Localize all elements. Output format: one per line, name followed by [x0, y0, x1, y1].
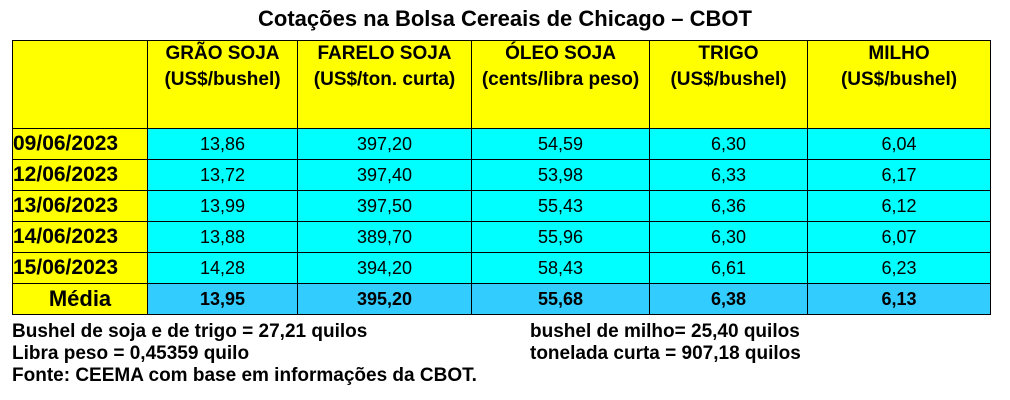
- cell-value: 55,43: [471, 190, 650, 222]
- cell-value: 13,86: [147, 128, 298, 160]
- cell-value: 55,96: [471, 221, 650, 253]
- column-unit: (US$/ton. curta): [313, 69, 456, 90]
- column-header: ÓLEO SOJA (cents/libra peso): [471, 40, 650, 129]
- cell-value: 6,23: [807, 252, 991, 284]
- column-name: MILHO: [868, 43, 930, 64]
- quotes-table: GRÃO SOJA (US$/bushel) FARELO SOJA (US$/to…: [12, 40, 991, 315]
- footnote-line: Bushel de soja e de trigo = 27,21 quilos…: [12, 321, 1002, 343]
- cell-value: 6,17: [807, 159, 991, 191]
- cell-value: 6,30: [649, 221, 808, 253]
- average-value: 395,20: [297, 283, 472, 315]
- column-name: ÓLEO SOJA: [505, 43, 616, 64]
- footnotes: Bushel de soja e de trigo = 27,21 quilos…: [12, 321, 1002, 387]
- page-title: Cotações na Bolsa Cereais de Chicago – C…: [258, 6, 752, 31]
- footnote-line: Fonte: CEEMA com base em informações da …: [12, 365, 1002, 387]
- cell-value: 397,40: [297, 159, 472, 191]
- column-name: GRÃO SOJA: [165, 43, 280, 64]
- average-value: 6,38: [649, 283, 808, 315]
- row-date: 15/06/2023: [12, 252, 148, 284]
- header-row: GRÃO SOJA (US$/bushel) FARELO SOJA (US$/to…: [12, 40, 991, 129]
- cell-value: 389,70: [297, 221, 472, 253]
- table-row: 14/06/2023 13,88 389,70 55,96 6,30 6,07: [12, 221, 991, 253]
- column-name: FARELO SOJA: [317, 43, 452, 64]
- cell-value: 6,36: [649, 190, 808, 222]
- average-value: 13,95: [147, 283, 298, 315]
- row-date: 13/06/2023: [12, 190, 148, 222]
- cell-value: 6,07: [807, 221, 991, 253]
- note-bushel-soy-wheat: Bushel de soja e de trigo = 27,21 quilos: [12, 321, 368, 342]
- cell-value: 6,61: [649, 252, 808, 284]
- table-row: 13/06/2023 13,99 397,50 55,43 6,36 6,12: [12, 190, 991, 222]
- cell-value: 6,04: [807, 128, 991, 160]
- column-unit: (US$/bushel): [164, 69, 281, 90]
- cell-value: 13,88: [147, 221, 298, 253]
- note-pound: Libra peso = 0,45359 quilo: [12, 343, 250, 364]
- average-label: Média: [12, 283, 148, 315]
- cell-value: 394,20: [297, 252, 472, 284]
- source-note: Fonte: CEEMA com base em informações da …: [12, 365, 477, 386]
- column-header: MILHO (US$/bushel): [807, 40, 991, 129]
- cell-value: 13,99: [147, 190, 298, 222]
- table-row: 12/06/2023 13,72 397,40 53,98 6,33 6,17: [12, 159, 991, 191]
- column-header: TRIGO (US$/bushel): [649, 40, 808, 129]
- table-row: 15/06/2023 14,28 394,20 58,43 6,61 6,23: [12, 252, 991, 284]
- header-corner: [12, 40, 148, 129]
- cell-value: 6,12: [807, 190, 991, 222]
- note-short-ton: tonelada curta = 907,18 quilos: [530, 343, 801, 364]
- cell-value: 397,20: [297, 128, 472, 160]
- table-row: 09/06/2023 13,86 397,20 54,59 6,30 6,04: [12, 128, 991, 160]
- cell-value: 53,98: [471, 159, 650, 191]
- column-name: TRIGO: [698, 43, 759, 64]
- row-date: 14/06/2023: [12, 221, 148, 253]
- cell-value: 397,50: [297, 190, 472, 222]
- column-unit: (US$/bushel): [670, 69, 787, 90]
- average-value: 55,68: [471, 283, 650, 315]
- row-date: 09/06/2023: [12, 128, 148, 160]
- note-bushel-corn: bushel de milho= 25,40 quilos: [530, 321, 800, 342]
- cell-value: 58,43: [471, 252, 650, 284]
- cell-value: 6,33: [649, 159, 808, 191]
- footnote-line: Libra peso = 0,45359 quilo tonelada curt…: [12, 343, 1002, 365]
- cell-value: 13,72: [147, 159, 298, 191]
- column-header: GRÃO SOJA (US$/bushel): [147, 40, 298, 129]
- column-unit: (cents/libra peso): [481, 69, 640, 90]
- cell-value: 54,59: [471, 128, 650, 160]
- average-row: Média 13,95 395,20 55,68 6,38 6,13: [12, 283, 991, 315]
- row-date: 12/06/2023: [12, 159, 148, 191]
- column-unit: (US$/bushel): [840, 69, 958, 90]
- column-header: FARELO SOJA (US$/ton. curta): [297, 40, 472, 129]
- cell-value: 6,30: [649, 128, 808, 160]
- cell-value: 14,28: [147, 252, 298, 284]
- average-value: 6,13: [807, 283, 991, 315]
